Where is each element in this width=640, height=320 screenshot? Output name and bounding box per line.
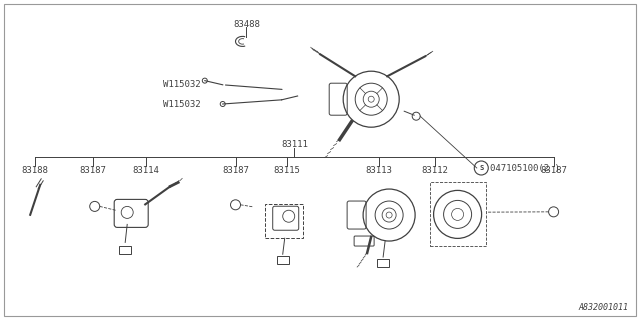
Text: 83187: 83187 xyxy=(79,166,106,175)
Text: 047105100(2 ): 047105100(2 ) xyxy=(490,164,560,172)
Text: 83188: 83188 xyxy=(22,166,49,175)
Text: 83112: 83112 xyxy=(422,166,449,175)
Bar xyxy=(276,256,289,264)
Bar xyxy=(377,259,389,267)
Bar xyxy=(429,182,486,246)
Text: 83115: 83115 xyxy=(273,166,300,175)
Text: W115032: W115032 xyxy=(163,80,201,89)
Text: 83488: 83488 xyxy=(233,20,260,28)
Text: A832001011: A832001011 xyxy=(578,303,628,312)
Text: 83113: 83113 xyxy=(365,166,392,175)
Text: 83114: 83114 xyxy=(132,166,159,175)
Text: 83187: 83187 xyxy=(540,166,567,175)
Text: 83187: 83187 xyxy=(222,166,249,175)
Text: W115032: W115032 xyxy=(163,100,201,108)
Text: 83111: 83111 xyxy=(281,140,308,149)
Bar xyxy=(119,246,131,254)
Text: S: S xyxy=(479,165,483,171)
Bar xyxy=(265,204,303,238)
